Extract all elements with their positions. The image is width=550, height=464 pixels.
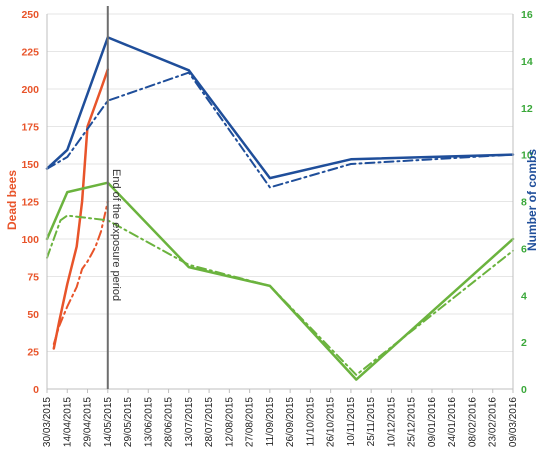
x-tick-label: 13/06/2015 — [143, 397, 154, 447]
right-tick-label: 12 — [521, 103, 533, 115]
x-tick-label: 24/01/2016 — [447, 397, 458, 447]
x-tick-label: 28/06/2015 — [164, 397, 175, 447]
right-tick-label: 6 — [521, 243, 527, 255]
x-tick-label: 09/01/2016 — [427, 397, 438, 447]
x-tick-label: 12/08/2015 — [224, 397, 235, 447]
x-tick-label: 08/02/2016 — [467, 397, 478, 447]
x-tick-label: 29/05/2015 — [123, 397, 134, 447]
left-tick-label: 100 — [21, 234, 39, 246]
x-tick-label: 09/03/2016 — [508, 397, 519, 447]
x-tick-label: 10/11/2015 — [346, 397, 357, 447]
right-tick-label: 14 — [521, 56, 533, 68]
x-tick-label: 26/10/2015 — [326, 397, 337, 447]
left-tick-label: 0 — [33, 384, 39, 396]
dead-bees-solid-line — [52, 68, 110, 350]
axes — [46, 14, 514, 390]
right-axis-ticks: 0 2 4 6 8 10 12 14 16 — [521, 9, 533, 396]
right-tick-label: 8 — [521, 197, 527, 209]
x-axis-ticks: 30/03/2015 14/04/2015 29/04/2015 14/05/2015… — [42, 389, 519, 447]
dead-bees-dashdot-line — [52, 200, 109, 345]
right-tick-label: 0 — [521, 384, 527, 396]
combs-solid-line — [45, 36, 515, 180]
exposure-end-label: End of the exposure period — [110, 169, 122, 301]
left-tick-label: 200 — [21, 84, 39, 96]
left-tick-label: 50 — [27, 309, 39, 321]
series-lines — [45, 36, 515, 381]
combs-dashdot-line — [46, 214, 514, 376]
x-tick-label: 13/07/2015 — [184, 397, 195, 447]
left-tick-label: 225 — [21, 47, 39, 59]
x-tick-label: 11/09/2015 — [265, 397, 276, 447]
right-tick-label: 10 — [521, 150, 533, 162]
x-tick-label: 25/12/2015 — [407, 397, 418, 447]
right-axis-title: Number of combs — [525, 149, 539, 251]
left-tick-label: 125 — [21, 197, 39, 209]
right-tick-label: 4 — [521, 290, 527, 302]
x-tick-label: 28/07/2015 — [204, 397, 215, 447]
left-axis-ticks: 0 25 50 75 100 125 150 175 200 225 250 — [21, 9, 39, 396]
x-tick-label: 10/12/2015 — [386, 397, 397, 447]
x-tick-label: 26/09/2015 — [285, 397, 296, 447]
x-tick-label: 23/02/2016 — [488, 397, 499, 447]
x-tick-label: 14/04/2015 — [62, 397, 73, 447]
left-tick-label: 175 — [21, 122, 39, 134]
left-tick-label: 250 — [21, 9, 39, 21]
right-tick-label: 16 — [521, 9, 533, 21]
x-tick-label: 11/10/2015 — [305, 397, 316, 447]
combs-dashdot-line — [46, 71, 514, 189]
x-tick-label: 25/11/2015 — [366, 397, 377, 447]
left-axis-title: Dead bees — [5, 170, 19, 230]
x-tick-label: 14/05/2015 — [103, 397, 114, 447]
left-tick-label: 75 — [27, 272, 39, 284]
left-tick-label: 25 — [27, 347, 39, 359]
right-tick-label: 2 — [521, 337, 527, 349]
left-tick-label: 150 — [21, 159, 39, 171]
x-tick-label: 30/03/2015 — [42, 397, 53, 447]
x-tick-label: 29/04/2015 — [83, 397, 94, 447]
combs-solid-line — [45, 181, 515, 381]
x-tick-label: 27/08/2015 — [245, 397, 256, 447]
